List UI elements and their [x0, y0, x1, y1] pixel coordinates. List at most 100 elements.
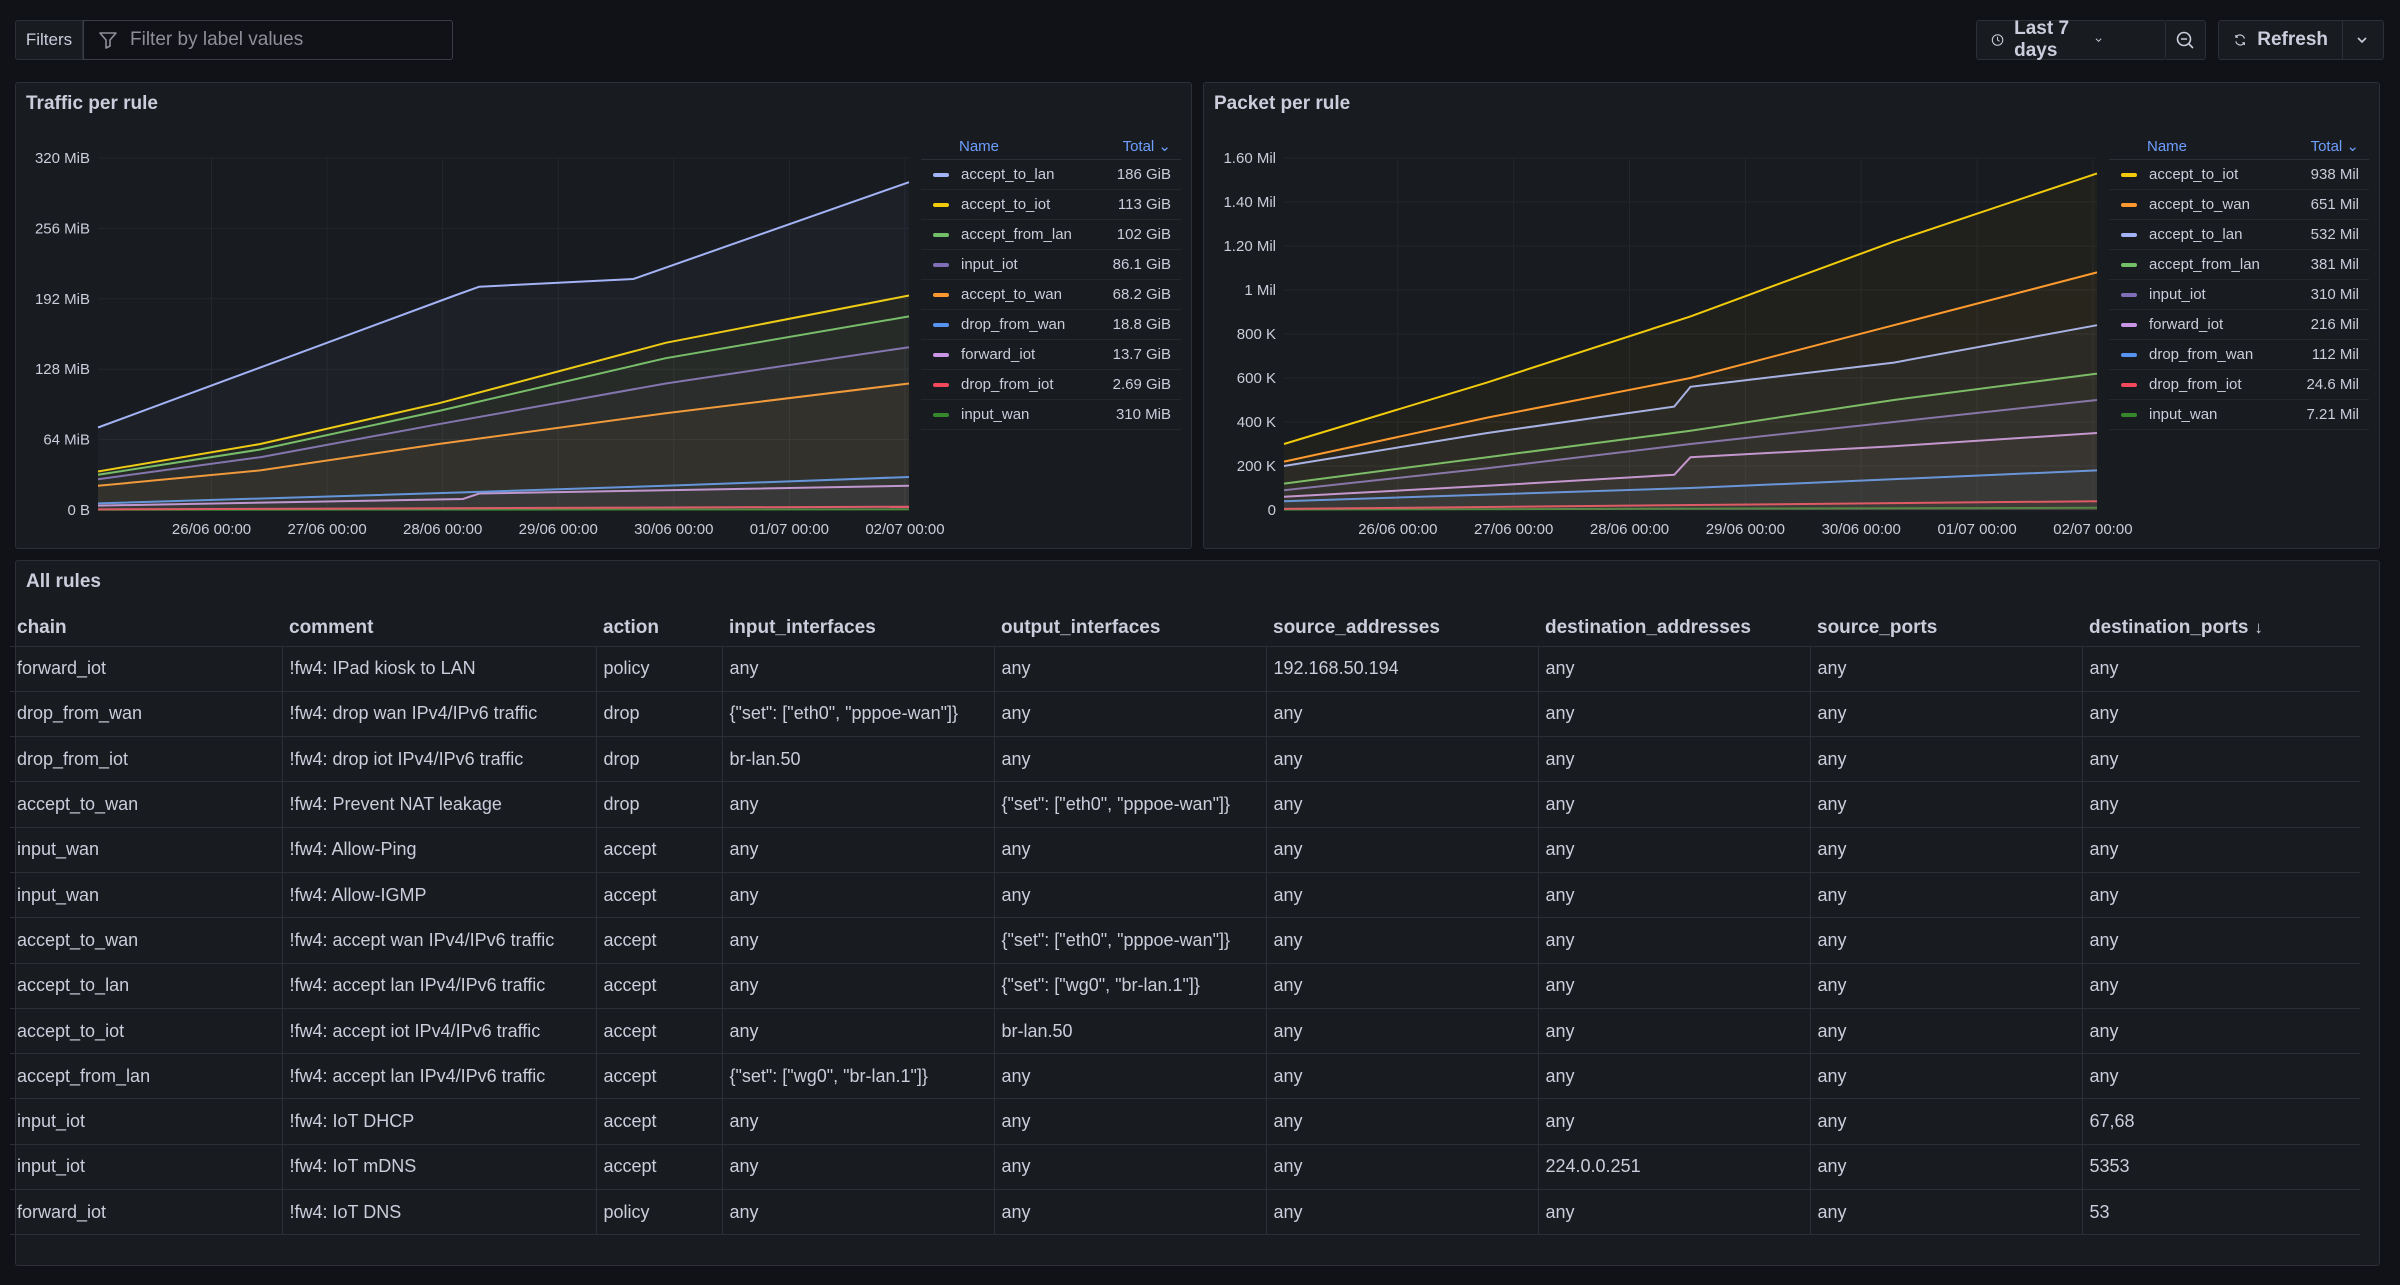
legend-item-total: 310 Mil [2310, 286, 2359, 303]
table-row[interactable]: accept_to_lan !fw4: accept lan IPv4/IPv6 … [10, 963, 2360, 1009]
time-range-picker[interactable]: Last 7 days [1977, 18, 2117, 61]
legend-item-accept_from_lan[interactable]: accept_from_lan 102 GiB [921, 220, 1181, 250]
column-header-label: destination_addresses [1545, 616, 1751, 638]
x-tick-label: 30/06 00:00 [1822, 521, 1901, 538]
column-header-action[interactable]: action [596, 610, 722, 647]
legend-item-name: accept_to_lan [961, 166, 1055, 183]
column-header-source_ports[interactable]: source_ports [1810, 610, 2082, 647]
cell-destination_ports: 53 [2082, 1189, 2360, 1236]
table-row[interactable]: accept_to_wan !fw4: accept wan IPv4/IPv6 … [10, 917, 2360, 964]
table-row[interactable]: accept_from_lan !fw4: accept lan IPv4/IPv… [10, 1053, 2360, 1100]
cell-source_ports: any [1810, 963, 2083, 1009]
legend-item-total: 113 GiB [1117, 196, 1171, 213]
legend-item-name: drop_from_wan [2149, 346, 2254, 363]
column-header-comment[interactable]: comment [282, 610, 596, 647]
table-row[interactable]: input_wan !fw4: Allow-IGMP accept any any any… [10, 872, 2360, 919]
zoom-out-button[interactable] [2166, 21, 2204, 59]
table-row[interactable]: drop_from_wan !fw4: drop wan IPv4/IPv6 tr… [10, 691, 2360, 738]
legend-header: Name Total ⌄ [2109, 133, 2369, 160]
cell-destination_ports: any [2082, 691, 2360, 738]
legend-item-accept_to_iot[interactable]: accept_to_iot 113 GiB [921, 190, 1181, 220]
cell-source_ports: any [1810, 872, 2083, 919]
legend-name-header[interactable]: Name [959, 137, 1000, 155]
legend-item-accept_to_wan[interactable]: accept_to_wan 68.2 GiB [921, 280, 1181, 310]
legend-item-drop_from_iot[interactable]: drop_from_iot 2.69 GiB [921, 370, 1181, 400]
column-header-label: source_ports [1817, 616, 1938, 638]
series-line-drop_from_iot [1283, 500, 2098, 510]
legend-item-accept_to_iot[interactable]: accept_to_iot 938 Mil [2109, 160, 2369, 190]
legend-item-accept_to_lan[interactable]: accept_to_lan 186 GiB [921, 160, 1181, 190]
cell-output_interfaces: any [994, 827, 1267, 873]
column-header-output_interfaces[interactable]: output_interfaces [994, 610, 1266, 647]
table-row[interactable]: accept_to_wan !fw4: Prevent NAT leakage dr… [10, 781, 2360, 828]
refresh-icon [2235, 34, 2245, 46]
series-area-input_iot [1284, 400, 2097, 510]
legend-item-input_iot[interactable]: input_iot 310 Mil [2109, 280, 2369, 310]
y-tick-label: 64 MiB [43, 432, 90, 449]
series-line-accept_to_wan [1283, 271, 2098, 463]
cell-input_interfaces: any [722, 872, 995, 919]
legend-item-forward_iot[interactable]: forward_iot 13.7 GiB [921, 340, 1181, 370]
legend-item-name: forward_iot [2149, 316, 2224, 333]
cell-action: policy [596, 646, 723, 692]
legend-item-total: 24.6 Mil [2306, 376, 2359, 393]
legend-item-accept_to_lan[interactable]: accept_to_lan 532 Mil [2109, 220, 2369, 250]
column-header-chain[interactable]: chain [10, 610, 282, 647]
cell-source_addresses: 192.168.50.194 [1266, 646, 1539, 692]
table-row[interactable]: input_iot !fw4: IoT mDNS accept any any any 22… [10, 1144, 2360, 1191]
cell-destination_ports: any [2082, 917, 2360, 964]
traffic-chart[interactable]: 0 B 64 MiB 128 MiB 192 MiB 256 MiB 320 MiB 26/… [16, 83, 1193, 550]
cell-source_addresses: any [1266, 781, 1539, 828]
table-row[interactable]: forward_iot !fw4: IoT DNS policy any any any a… [10, 1189, 2360, 1236]
cell-chain: accept_to_lan [10, 963, 283, 1009]
cell-source_ports: any [1810, 827, 2083, 873]
table-row[interactable]: accept_to_iot !fw4: accept iot IPv4/IPv6 … [10, 1008, 2360, 1055]
column-header-source_addresses[interactable]: source_addresses [1266, 610, 1538, 647]
legend-item-drop_from_wan[interactable]: drop_from_wan 112 Mil [2109, 340, 2369, 370]
cell-output_interfaces: any [994, 646, 1267, 692]
legend-total-header[interactable]: Total ⌄ [2310, 138, 2359, 155]
series-area-drop_from_wan [1284, 470, 2097, 510]
cell-action: drop [596, 781, 723, 828]
filter-input[interactable]: Filter by label values [83, 20, 453, 60]
legend-item-input_iot[interactable]: input_iot 86.1 GiB [921, 250, 1181, 280]
legend-item-drop_from_iot[interactable]: drop_from_iot 24.6 Mil [2109, 370, 2369, 400]
legend-item-accept_from_lan[interactable]: accept_from_lan 381 Mil [2109, 250, 2369, 280]
refresh-button[interactable]: Refresh [2219, 21, 2343, 59]
legend-item-drop_from_wan[interactable]: drop_from_wan 18.8 GiB [921, 310, 1181, 340]
series-area-accept_from_lan [1284, 373, 2097, 510]
cell-destination_ports: 5353 [2082, 1144, 2360, 1191]
legend-total-header[interactable]: Total ⌄ [1122, 138, 1171, 155]
packet-chart[interactable]: 0 200 K 400 K 600 K 800 K 1 Mil 1.20 Mil 1.40 M… [1204, 83, 2381, 550]
cell-chain: forward_iot [10, 646, 283, 692]
column-header-destination_addresses[interactable]: destination_addresses [1538, 610, 1810, 647]
legend-item-accept_to_wan[interactable]: accept_to_wan 651 Mil [2109, 190, 2369, 220]
legend-item-input_wan[interactable]: input_wan 7.21 Mil [2109, 400, 2369, 430]
table-row[interactable]: input_wan !fw4: Allow-Ping accept any any any… [10, 827, 2360, 873]
cell-source_addresses: any [1266, 963, 1539, 1009]
legend-item-total: 112 Mil [2311, 346, 2359, 363]
legend-item-forward_iot[interactable]: forward_iot 216 Mil [2109, 310, 2369, 340]
legend-name-header[interactable]: Name [2147, 137, 2188, 155]
table-row[interactable]: drop_from_iot !fw4: drop iot IPv4/IPv6 tr… [10, 736, 2360, 783]
legend-item-input_wan[interactable]: input_wan 310 MiB [921, 400, 1181, 430]
cell-destination_ports: any [2082, 646, 2360, 692]
column-header-destination_ports[interactable]: destination_ports ↓ [2082, 610, 2360, 647]
legend-item-total: 13.7 GiB [1112, 346, 1171, 363]
y-tick-label: 320 MiB [35, 150, 90, 167]
table-row[interactable]: forward_iot !fw4: IPad kiosk to LAN policy… [10, 646, 2360, 692]
series-line-forward_iot [97, 484, 910, 507]
rules-table: chain comment action input_interfaces output… [10, 610, 2360, 1236]
cell-input_interfaces: any [722, 1098, 995, 1145]
rules-table-title: All rules [26, 571, 101, 592]
table-header-row: chain comment action input_interfaces output… [10, 610, 2360, 647]
legend-swatch [933, 292, 949, 297]
legend-swatch [933, 232, 949, 237]
refresh-interval-dropdown[interactable] [2343, 21, 2381, 59]
x-tick-label: 02/07 00:00 [865, 521, 944, 538]
cell-destination_addresses: 224.0.0.251 [1538, 1144, 1811, 1191]
series-line-accept_from_lan [1283, 372, 2098, 485]
legend-item-total: 2.69 GiB [1112, 376, 1171, 393]
table-row[interactable]: input_iot !fw4: IoT DHCP accept any any any an… [10, 1098, 2360, 1145]
column-header-input_interfaces[interactable]: input_interfaces [722, 610, 994, 647]
